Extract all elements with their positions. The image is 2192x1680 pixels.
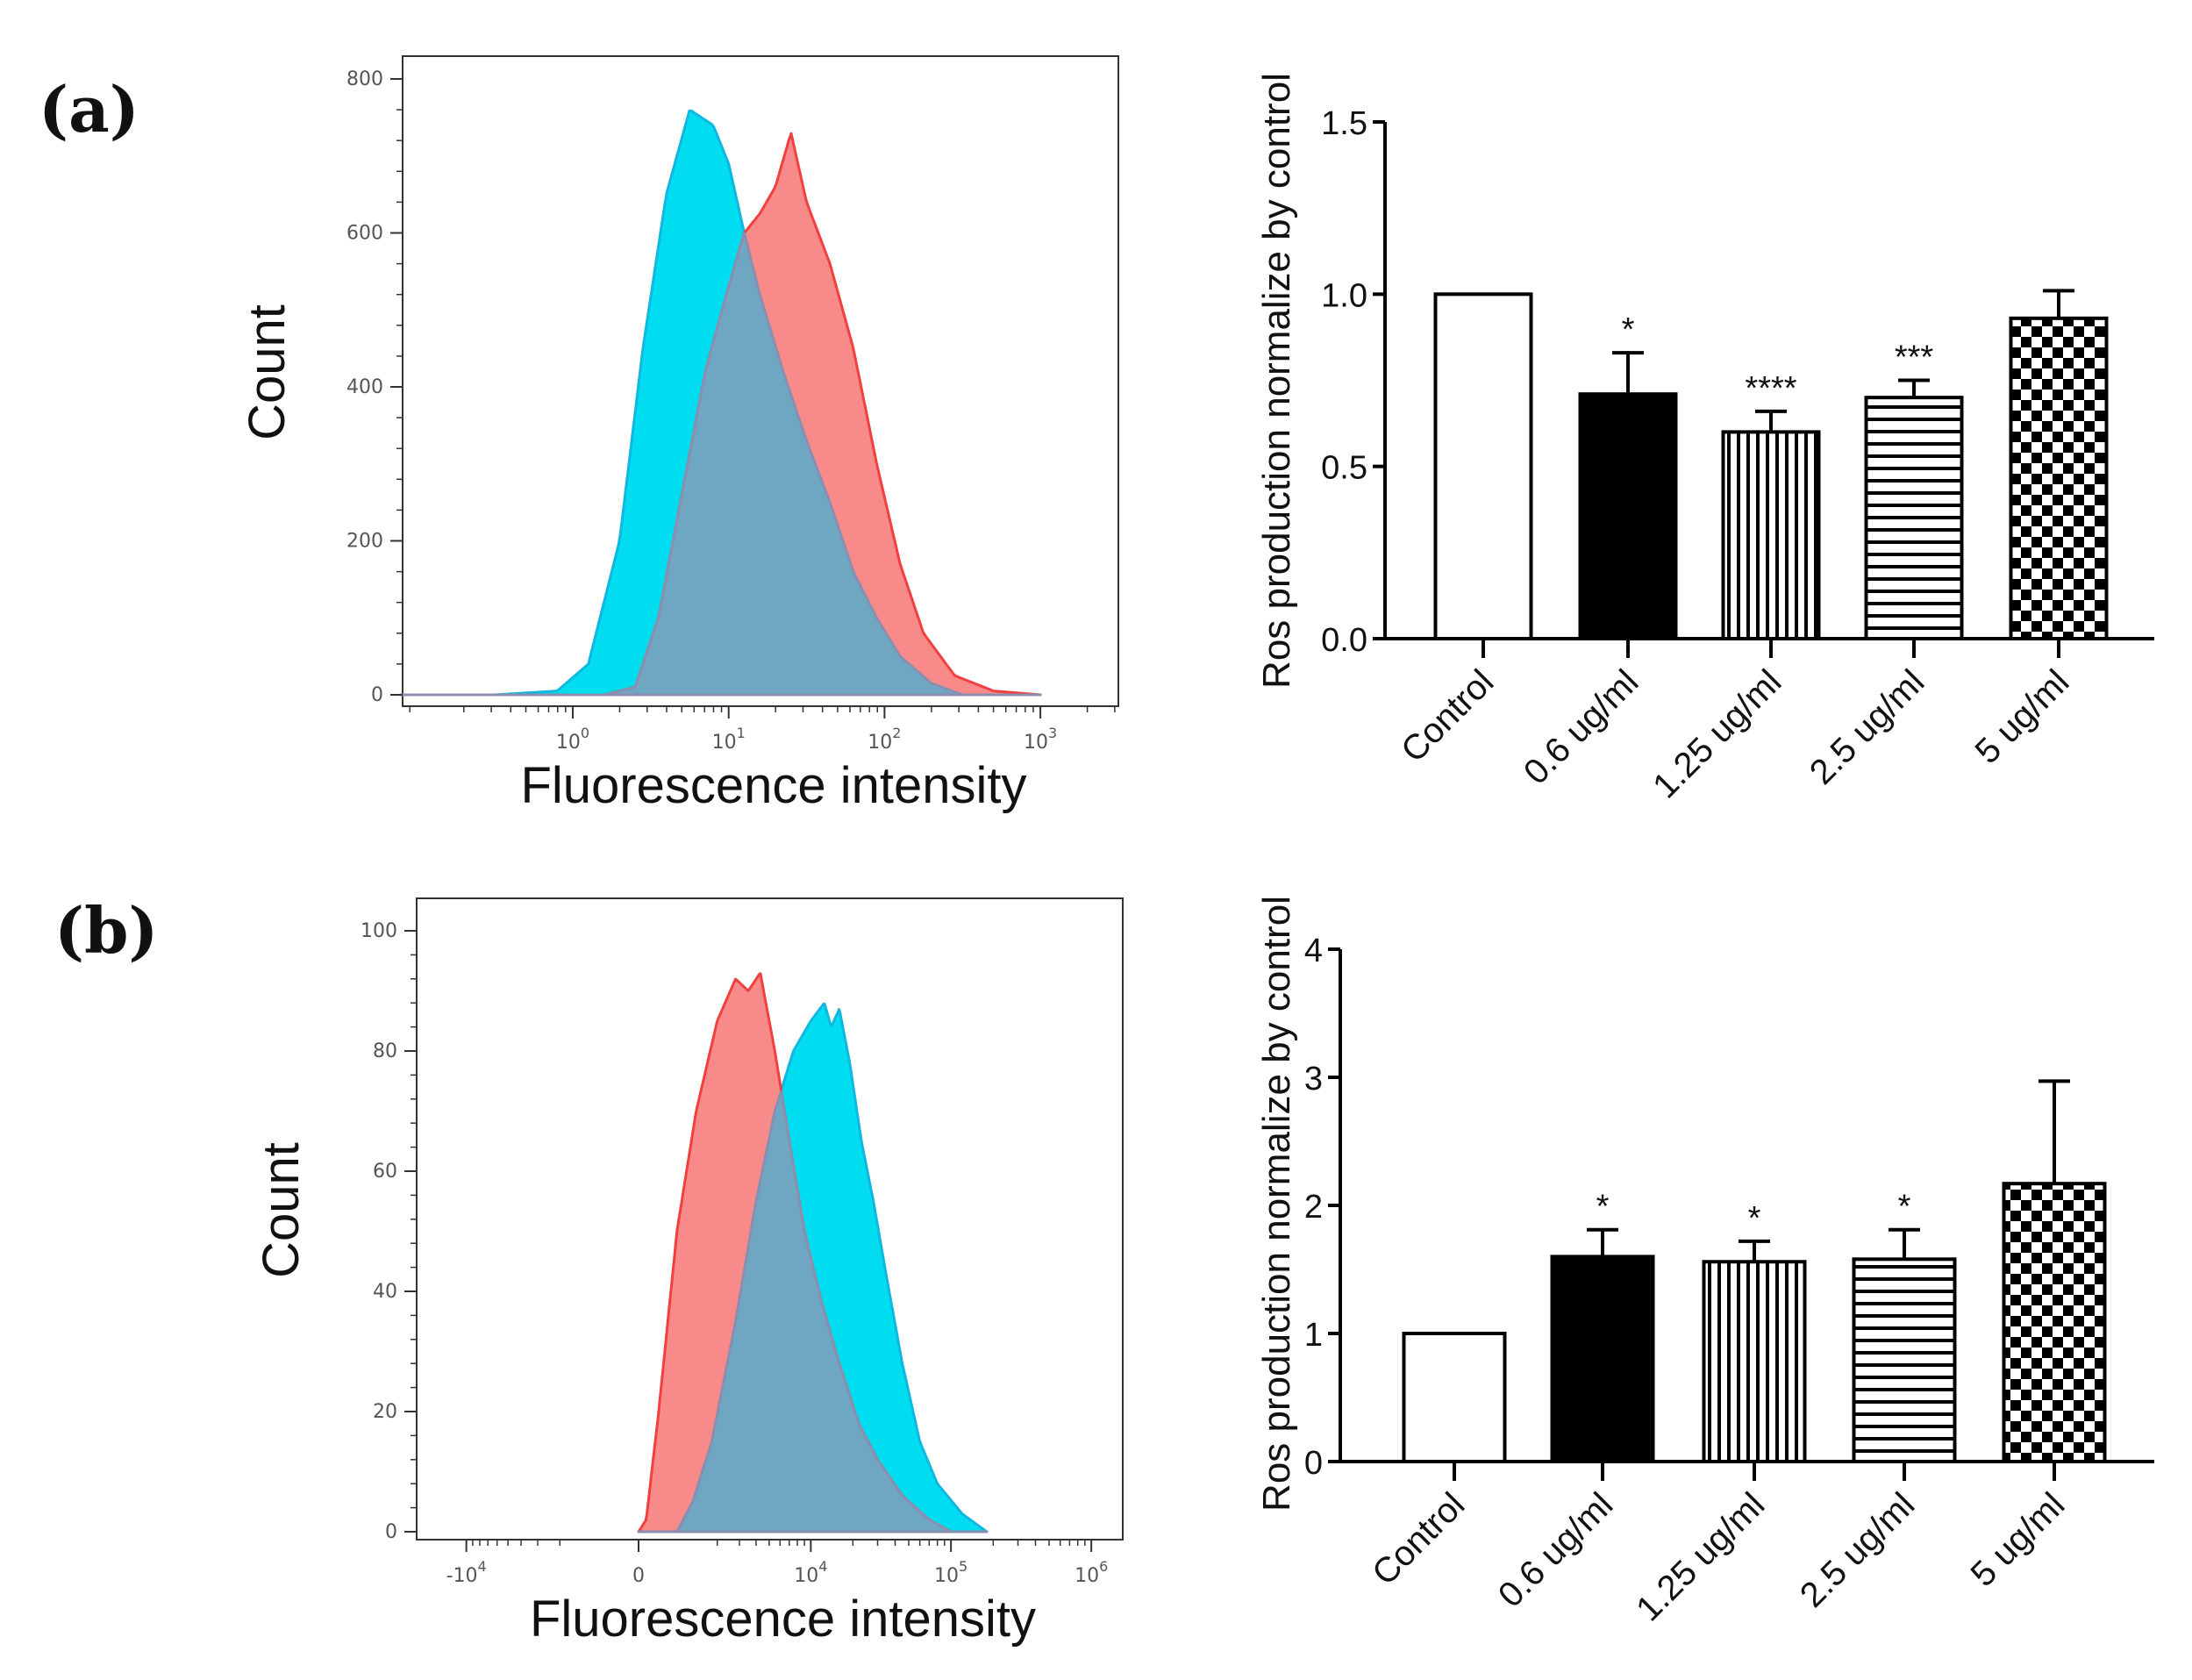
bar-5-ug-ml <box>2002 1182 2107 1464</box>
category-label: 1.25 ug/ml <box>1646 662 1789 805</box>
bar-5-ug-ml <box>2009 316 2109 640</box>
y-tick-label: 2 <box>1304 1189 1323 1226</box>
x-tick-label: 105 <box>934 1558 967 1587</box>
bar-control <box>1433 292 1533 640</box>
x-tick-base: 10 <box>1024 732 1048 754</box>
bar-1-25-ug-ml <box>1702 1260 1807 1463</box>
y-tick-label: 200 <box>346 531 383 553</box>
bar-chart-a: Control * 0.6 ug/ml **** 1.25 ug/ml *** 2.5 ug… <box>1255 73 2154 805</box>
category-label: 5 ug/ml <box>1967 662 2076 771</box>
significance-marker: *** <box>1895 340 1934 376</box>
significance-marker: * <box>1622 311 1635 348</box>
x-tick-exponent: 0 <box>581 725 589 741</box>
x-tick-base: 10 <box>794 1565 818 1587</box>
x-tick-label: 101 <box>712 725 746 754</box>
panel-label-b: (b) <box>54 893 158 968</box>
significance-marker: * <box>1596 1189 1610 1226</box>
y-tick-label: 4 <box>1304 933 1323 969</box>
x-tick-label: -104 <box>446 1558 487 1587</box>
x-tick-base: 10 <box>934 1565 959 1587</box>
significance-marker: * <box>1898 1189 1911 1226</box>
x-tick-exponent: 6 <box>1099 1558 1108 1575</box>
bar-0-6-ug-ml <box>1550 1255 1655 1464</box>
bar-2-5-ug-ml <box>1852 1257 1957 1463</box>
x-tick-label: 0 <box>632 1565 645 1587</box>
y-tick-label: 20 <box>373 1401 397 1423</box>
y-tick-label: 0 <box>371 684 383 706</box>
y-tick-label: 1.0 <box>1321 277 1367 314</box>
x-tick-label: 102 <box>868 725 901 754</box>
category-label: 2.5 ug/ml <box>1793 1485 1922 1614</box>
category-label: 2.5 ug/ml <box>1803 662 1931 791</box>
x-tick-exponent: 4 <box>818 1558 827 1575</box>
y-tick-label: 0 <box>1304 1445 1323 1482</box>
category-label: 1.25 ug/ml <box>1629 1485 1772 1628</box>
x-tick-base: 10 <box>868 732 892 754</box>
x-axis-label: Fluorescence intensity <box>520 757 1026 814</box>
x-tick-base: -10 <box>446 1565 478 1587</box>
y-tick-label: 0.5 <box>1321 450 1367 487</box>
x-tick-base: 10 <box>556 732 581 754</box>
x-axis-label: Fluorescence intensity <box>530 1591 1036 1648</box>
overlap-histogram <box>400 232 1042 697</box>
y-axis-label: Count <box>253 1142 310 1278</box>
x-tick-label: 104 <box>794 1558 827 1587</box>
significance-marker: * <box>1748 1200 1761 1237</box>
y-axis-label: Ros production normalize by control <box>1255 73 1298 689</box>
y-tick-label: 60 <box>373 1161 397 1183</box>
bar-control <box>1402 1332 1507 1463</box>
panel-label-a: (a) <box>39 72 139 147</box>
y-tick-label: 600 <box>346 223 383 245</box>
significance-marker: **** <box>1745 370 1796 407</box>
y-tick-label: 0.0 <box>1321 622 1367 659</box>
y-axis-label: Count <box>239 304 296 440</box>
overlap-histogram <box>637 1090 989 1533</box>
category-label: Control <box>1365 1485 1472 1592</box>
x-tick-label: 106 <box>1075 1558 1108 1587</box>
x-tick-exponent: 1 <box>737 725 746 741</box>
y-tick-label: 0 <box>385 1521 397 1543</box>
bar-chart-b: Control * 0.6 ug/ml * 1.25 ug/ml * 2.5 ug/ml 5 … <box>1255 896 2154 1628</box>
y-tick-label: 800 <box>346 68 383 90</box>
bar-0-6-ug-ml <box>1578 392 1678 640</box>
category-label: 0.6 ug/ml <box>1517 662 1646 791</box>
y-tick-label: 3 <box>1304 1061 1323 1097</box>
y-axis-label: Ros production normalize by control <box>1255 896 1298 1512</box>
x-tick-exponent: 5 <box>959 1558 967 1575</box>
y-tick-label: 1.5 <box>1321 105 1367 142</box>
bar-2-5-ug-ml <box>1864 396 1964 640</box>
x-tick-base: 0 <box>632 1565 645 1587</box>
y-tick-label: 1 <box>1304 1317 1323 1354</box>
bar-1-25-ug-ml <box>1721 430 1821 640</box>
x-tick-label: 100 <box>556 725 589 754</box>
x-tick-exponent: 2 <box>892 725 901 741</box>
category-label: 0.6 ug/ml <box>1491 1485 1620 1614</box>
x-tick-base: 10 <box>712 732 737 754</box>
x-tick-exponent: 4 <box>478 1558 487 1575</box>
y-tick-label: 100 <box>361 920 397 942</box>
x-tick-label: 103 <box>1024 725 1057 754</box>
y-tick-label: 80 <box>373 1040 397 1062</box>
category-label: Control <box>1394 662 1501 769</box>
y-tick-label: 400 <box>346 376 383 398</box>
y-tick-label: 40 <box>373 1281 397 1303</box>
category-label: 5 ug/ml <box>1963 1485 2072 1594</box>
x-tick-exponent: 3 <box>1048 725 1057 741</box>
x-tick-base: 10 <box>1075 1565 1099 1587</box>
